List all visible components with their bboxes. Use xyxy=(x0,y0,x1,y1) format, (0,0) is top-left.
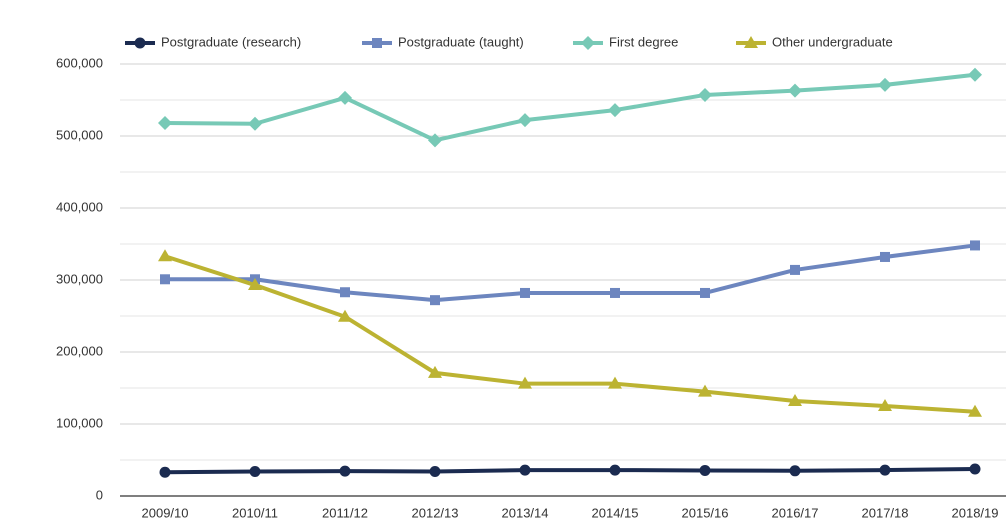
y-tick-label: 0 xyxy=(96,487,103,502)
y-tick-label: 100,000 xyxy=(56,415,103,430)
data-point xyxy=(339,465,351,477)
y-tick-label: 600,000 xyxy=(56,55,103,70)
data-point xyxy=(968,67,982,82)
data-point xyxy=(699,464,711,476)
data-point xyxy=(608,376,622,389)
data-point xyxy=(968,404,982,417)
data-point xyxy=(338,90,352,105)
data-point xyxy=(158,116,172,131)
data-point xyxy=(788,393,802,406)
series-line xyxy=(165,243,976,303)
data-point xyxy=(789,465,801,477)
x-tick-label: 2013/14 xyxy=(502,505,549,520)
x-tick-label: 2014/15 xyxy=(592,505,639,520)
data-point xyxy=(608,103,622,118)
legend-label: Postgraduate (research) xyxy=(161,34,301,49)
data-point xyxy=(428,365,442,378)
x-tick-label: 2011/12 xyxy=(322,505,368,520)
legend-label: First degree xyxy=(609,34,678,49)
legend-label: Other undergraduate xyxy=(772,34,893,49)
data-point xyxy=(429,466,441,478)
data-point xyxy=(698,87,712,102)
data-point xyxy=(790,264,800,275)
data-point xyxy=(158,249,172,262)
y-tick-label: 300,000 xyxy=(56,271,103,286)
data-point xyxy=(428,133,442,148)
data-point xyxy=(249,466,261,478)
data-point xyxy=(970,240,980,251)
data-point xyxy=(788,83,802,98)
legend-marker xyxy=(134,37,146,49)
x-tick-label: 2018/19 xyxy=(952,505,999,520)
data-point xyxy=(518,376,532,389)
y-tick-label: 500,000 xyxy=(56,127,103,142)
x-tick-label: 2016/17 xyxy=(772,505,819,520)
data-point xyxy=(880,251,890,262)
legend-label: Postgraduate (taught) xyxy=(398,34,524,49)
data-point xyxy=(969,463,981,475)
data-point xyxy=(430,295,440,306)
data-point xyxy=(879,464,891,476)
legend-marker xyxy=(581,36,595,50)
x-tick-label: 2017/18 xyxy=(862,505,909,520)
y-tick-label: 400,000 xyxy=(56,199,103,214)
data-point xyxy=(878,399,892,411)
data-point xyxy=(878,77,892,92)
data-point xyxy=(520,287,530,298)
data-point xyxy=(160,274,170,285)
data-point xyxy=(338,309,352,322)
data-point xyxy=(248,116,262,131)
series-line xyxy=(164,254,976,414)
data-point xyxy=(609,464,621,476)
series-line xyxy=(164,467,976,475)
data-point xyxy=(519,464,531,476)
data-point xyxy=(700,287,710,298)
data-point xyxy=(159,466,171,478)
data-point xyxy=(610,287,620,298)
data-point xyxy=(340,287,350,298)
legend-marker xyxy=(744,36,758,48)
x-tick-label: 2009/10 xyxy=(142,505,189,520)
legend-marker xyxy=(372,38,382,48)
series-line xyxy=(164,72,976,143)
data-point xyxy=(248,278,262,291)
x-tick-label: 2015/16 xyxy=(682,505,729,520)
data-point xyxy=(518,113,532,128)
data-point xyxy=(698,384,712,397)
y-tick-label: 200,000 xyxy=(56,343,103,358)
x-tick-label: 2012/13 xyxy=(412,505,459,520)
x-tick-label: 2010/11 xyxy=(232,505,278,520)
